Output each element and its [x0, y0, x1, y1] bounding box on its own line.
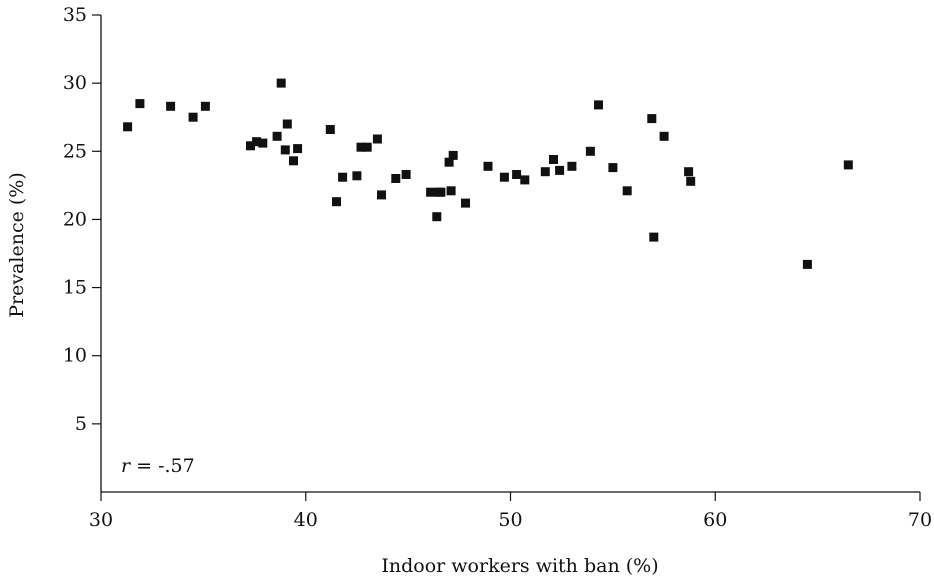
data-point	[567, 161, 577, 171]
data-point	[123, 122, 133, 132]
data-point	[352, 171, 362, 181]
data-point	[512, 170, 522, 179]
y-tick-label: 5	[75, 413, 87, 435]
data-point	[282, 119, 292, 129]
data-point	[135, 99, 145, 109]
data-point	[332, 197, 341, 207]
data-point	[289, 156, 298, 166]
data-point	[356, 142, 366, 152]
data-point	[802, 259, 812, 269]
data-point	[246, 141, 255, 151]
data-point	[200, 101, 210, 111]
data-point	[391, 174, 401, 183]
data-point	[540, 167, 550, 177]
y-axis-title: Prevalence (%)	[6, 172, 28, 318]
y-tick-label: 20	[63, 208, 87, 230]
data-point	[280, 145, 290, 155]
data-point	[461, 198, 470, 208]
y-tick-label: 10	[63, 345, 87, 367]
correlation-annotation: r = -.57	[121, 455, 195, 477]
data-point	[499, 172, 509, 182]
x-tick-label: 60	[703, 509, 727, 531]
data-point	[276, 78, 286, 88]
y-tick-label: 35	[63, 4, 87, 26]
data-point	[432, 212, 442, 222]
data-point	[684, 167, 694, 177]
data-point	[686, 176, 696, 186]
data-point	[448, 150, 458, 160]
data-point	[401, 170, 411, 179]
y-tick-label: 15	[63, 277, 87, 299]
data-point	[555, 165, 565, 175]
correlation-symbol: r	[121, 455, 132, 477]
y-tick-label: 25	[63, 140, 87, 162]
data-point	[252, 137, 262, 147]
data-point	[483, 161, 493, 171]
data-point	[843, 160, 853, 170]
y-tick-label: 30	[63, 72, 87, 94]
data-point	[659, 131, 669, 141]
data-point	[444, 157, 454, 167]
data-point	[520, 175, 530, 185]
x-axis-title: Indoor workers with ban (%)	[381, 555, 658, 577]
data-point	[426, 187, 436, 197]
data-point	[372, 134, 382, 144]
data-point	[649, 232, 659, 242]
data-point	[272, 131, 282, 141]
data-point	[338, 172, 348, 182]
axes: 5 10 15 20 25 30 35 30 40 50 60 70	[63, 4, 932, 531]
data-point	[608, 163, 618, 173]
correlation-value: = -.57	[130, 455, 195, 477]
data-point	[362, 142, 372, 152]
data-point	[622, 186, 632, 196]
data-point	[594, 100, 603, 110]
data-point	[436, 187, 446, 197]
labels: Indoor workers with ban (%) Prevalence (…	[6, 172, 659, 577]
data-point	[293, 144, 303, 154]
data-point	[585, 146, 595, 156]
data-point	[188, 112, 198, 122]
data-point	[647, 114, 657, 124]
x-tick-label: 70	[908, 509, 932, 531]
data-point	[549, 155, 558, 164]
data-points	[123, 78, 853, 269]
data-point	[258, 138, 268, 148]
x-tick-label: 50	[498, 509, 522, 531]
data-point	[446, 186, 456, 196]
data-point	[325, 125, 335, 134]
x-tick-label: 40	[294, 509, 318, 531]
x-tick-label: 30	[89, 509, 113, 531]
data-point	[166, 101, 176, 111]
data-point	[377, 190, 386, 200]
